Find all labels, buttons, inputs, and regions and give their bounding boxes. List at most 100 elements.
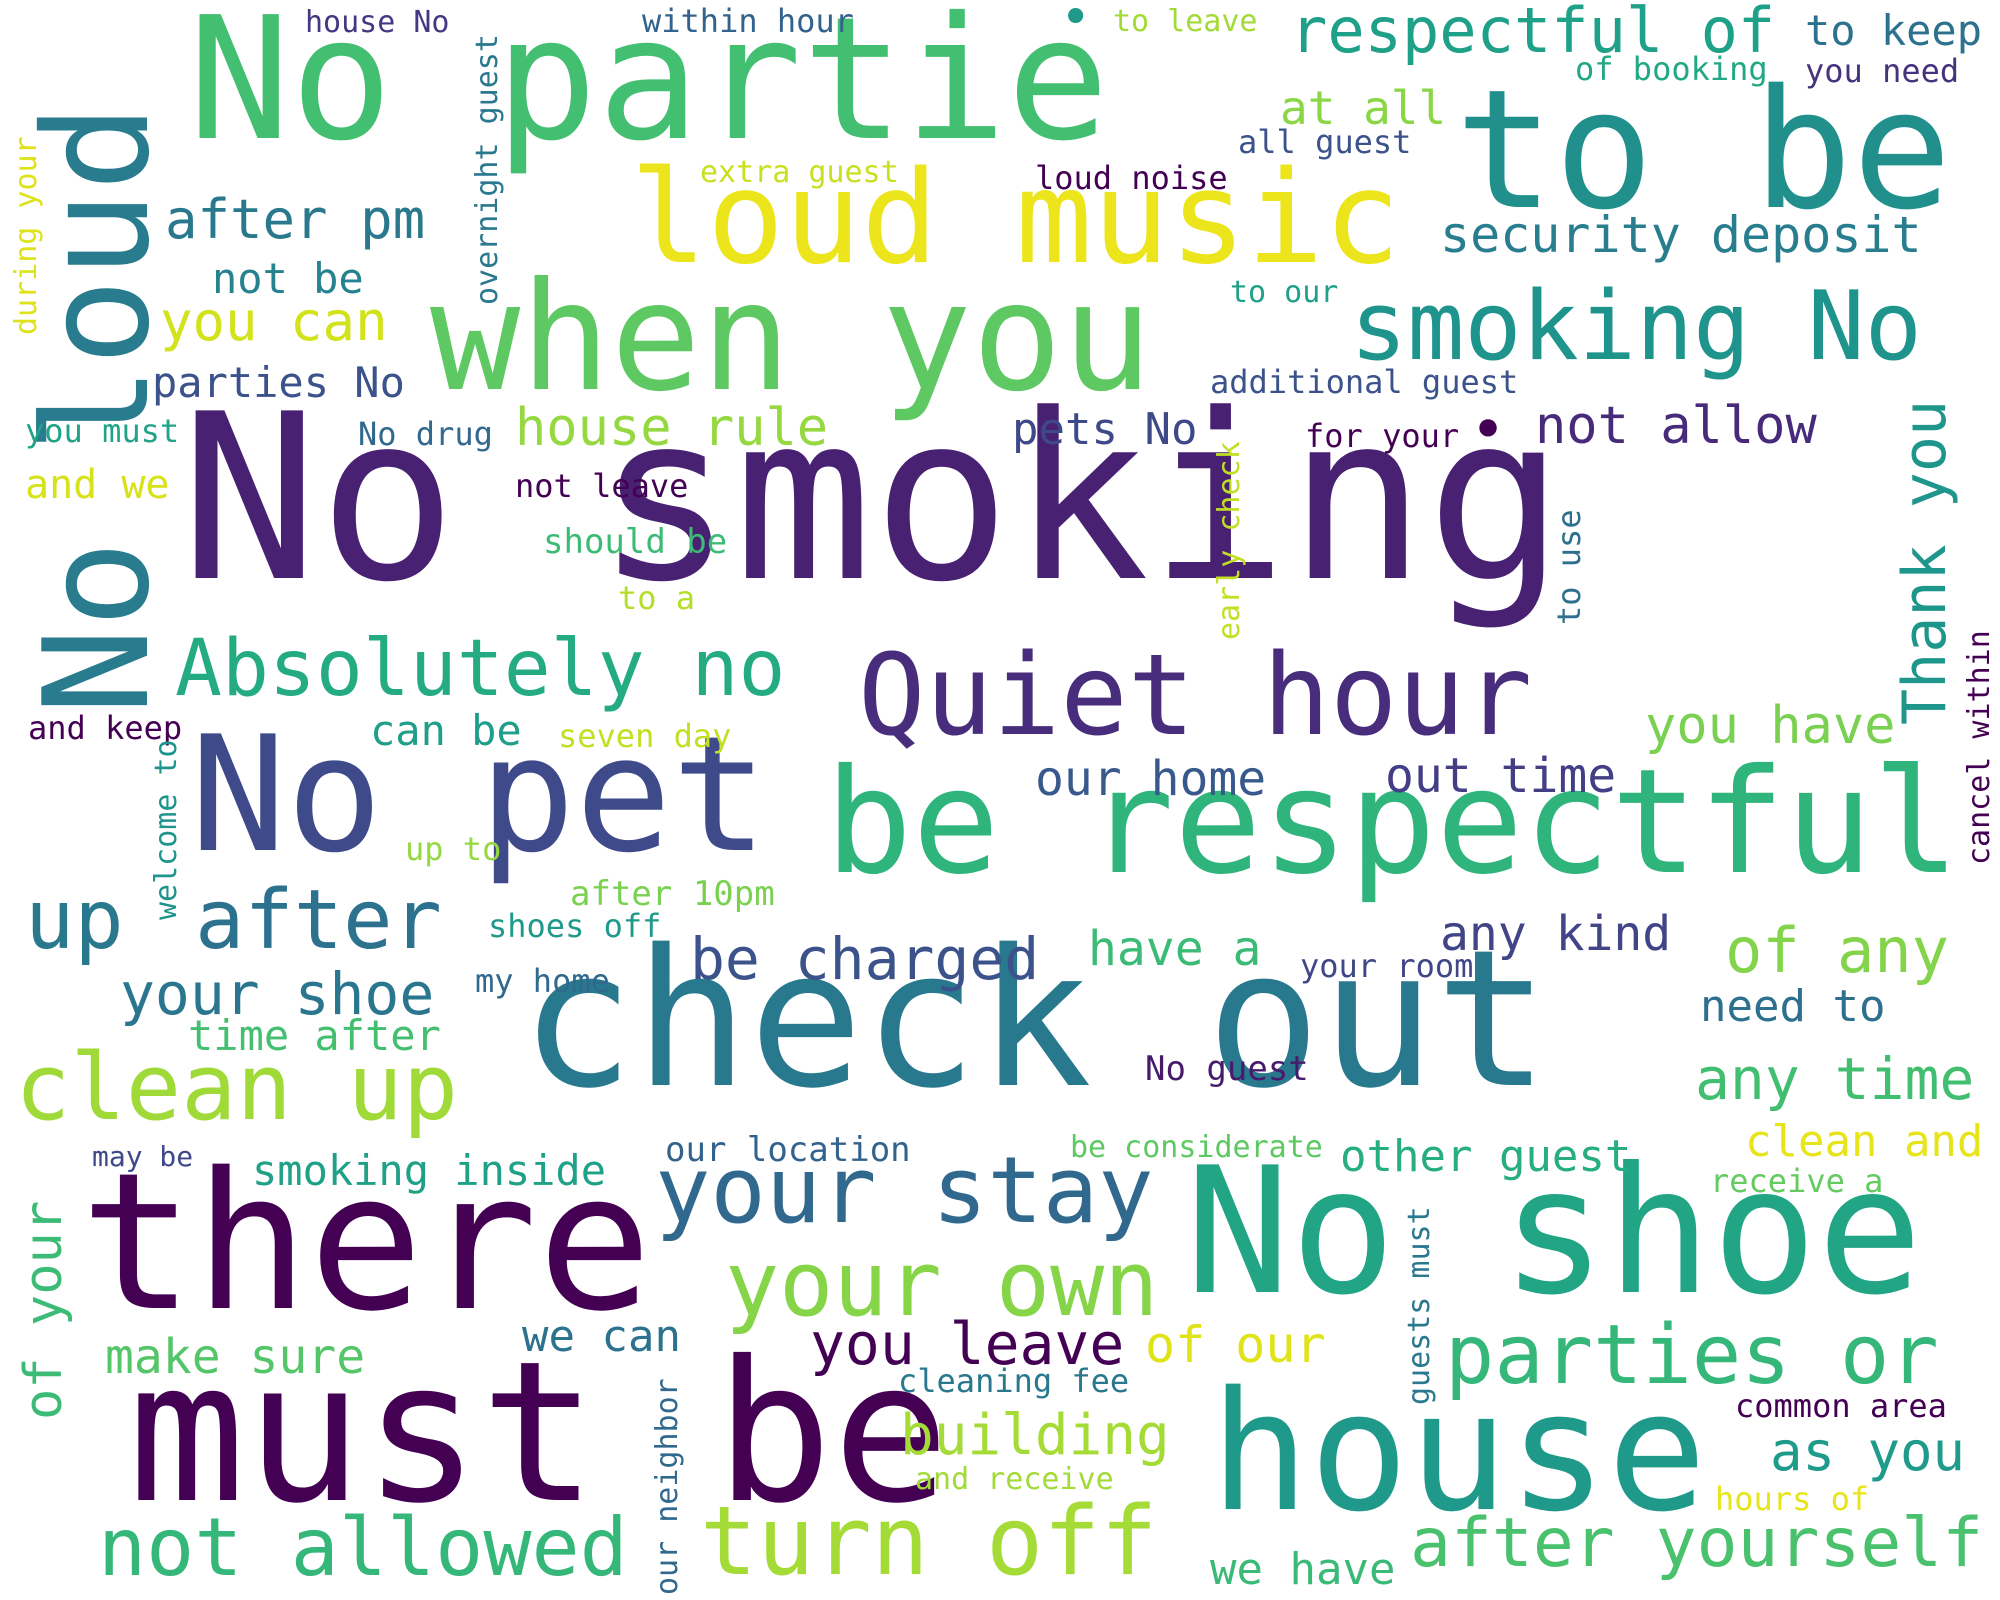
word-within-hour: within hour xyxy=(642,2,854,40)
word-after-yourself: after yourself xyxy=(1410,1504,1984,1583)
word-to-our: to our xyxy=(1230,275,1339,310)
word-dot-2: • xyxy=(1470,395,1507,465)
word-overnight-guest: overnight guest xyxy=(470,34,505,305)
word-no-shoe: No shoe xyxy=(1185,1131,1923,1334)
word-no-drug: No drug xyxy=(358,415,493,453)
word-of-booking: of booking xyxy=(1575,50,1768,88)
word-there: there xyxy=(80,1132,652,1353)
word-cancel-within: cancel within xyxy=(1962,630,1997,865)
word-when-you: when you xyxy=(430,251,1153,425)
word-other-guest: other guest xyxy=(1340,1131,1632,1182)
word-should-be: should be xyxy=(543,522,728,562)
word-house: house xyxy=(1210,1356,1707,1548)
word-make-sure: make sure xyxy=(105,1329,366,1385)
word-at-all: at all xyxy=(1280,81,1447,135)
word-security-deposit: security deposit xyxy=(1440,206,1922,264)
word-after-pm: after pm xyxy=(165,188,426,251)
word-you-must: you must xyxy=(25,412,180,450)
word-smoking-inside: smoking inside xyxy=(252,1146,607,1195)
word-you-can: you can xyxy=(160,290,388,353)
word-house-rule: house rule xyxy=(515,398,829,458)
word-no-guest: No guest xyxy=(1145,1049,1309,1089)
word-of-our: of our xyxy=(1145,1316,1326,1374)
word-time-after: time after xyxy=(188,1011,441,1060)
word-quiet-hour: Quiet hour xyxy=(858,631,1533,761)
word-during-your: during your xyxy=(9,136,44,335)
word-and-receive: and receive xyxy=(915,1462,1114,1497)
word-no-loud: No loud xyxy=(13,103,182,715)
word-have-a: have a xyxy=(1088,921,1262,977)
word-no-smoking: No smoking xyxy=(180,366,1565,633)
word-shoes-off: shoes off xyxy=(488,907,662,945)
word-up: up xyxy=(25,873,124,968)
word-of-any: of any xyxy=(1725,914,1949,987)
word-parties-or: parties or xyxy=(1445,1308,1939,1403)
word-seven-day: seven day xyxy=(558,717,732,755)
word-of-your: of your xyxy=(14,1200,74,1420)
word-you-need: you need xyxy=(1805,52,1960,90)
word-be-respectful: be respectful xyxy=(825,738,1960,907)
word-our-location: our location xyxy=(665,1130,911,1170)
word-not-be: not be xyxy=(212,254,364,303)
word-cleaning-fee: cleaning fee xyxy=(898,1362,1130,1400)
word-not-leave: not leave xyxy=(515,467,689,505)
word-my-home: my home xyxy=(475,962,610,1000)
word-up-to: up to xyxy=(405,830,502,868)
word-pets-no: pets No xyxy=(1012,404,1198,455)
word-and-keep: and keep xyxy=(28,709,183,747)
word-check-out: check out xyxy=(520,909,1550,1130)
word-turn-off: turn off xyxy=(700,1487,1158,1597)
word-thank-you: Thank you xyxy=(1890,399,1960,725)
word-need-to: need to xyxy=(1700,981,1886,1032)
word-hours-of: hours of xyxy=(1715,1480,1870,1518)
word-our-home: our home xyxy=(1035,751,1267,807)
word-to-be: to be xyxy=(1455,54,1952,246)
word-common-area: common area xyxy=(1735,1387,1947,1425)
word-receive-a: receive a xyxy=(1710,1162,1884,1200)
word-absolutely-no: Absolutely no xyxy=(175,624,786,714)
word-after: after xyxy=(195,873,442,968)
word-out-time: out time xyxy=(1385,748,1617,804)
word-welcome-to: welcome to xyxy=(149,739,184,920)
word-you-have: you have xyxy=(1645,696,1896,756)
word-can-be: can be xyxy=(370,706,522,755)
word-your-own: your own xyxy=(725,1232,1159,1337)
word-to-use: to use xyxy=(1550,509,1588,625)
word-all-guest: all guest xyxy=(1238,123,1412,161)
word-be-considerate: be considerate xyxy=(1070,1130,1323,1165)
word-as-you: as you xyxy=(1770,1420,1966,1483)
word-guests-must: guests must xyxy=(1402,1206,1437,1405)
word-parties-no: parties No xyxy=(152,358,405,407)
word-you-leave: you leave xyxy=(810,1310,1125,1378)
word-loud-music: loud music xyxy=(630,144,1401,293)
word-after-10pm: after 10pm xyxy=(570,874,775,914)
word-your-shoe: your shoe xyxy=(120,960,435,1028)
word-early-check: early check xyxy=(1212,441,1247,640)
word-no-pet: No pet xyxy=(190,701,768,888)
word-dot-1: • xyxy=(1060,0,1092,48)
word-for-your: for your xyxy=(1305,417,1460,455)
word-extra-guest: extra guest xyxy=(700,155,899,190)
word-loud-noise: loud noise xyxy=(1035,159,1228,197)
word-and-we: and we xyxy=(25,462,170,508)
word-to-leave: to leave xyxy=(1113,4,1258,39)
word-any-time: any time xyxy=(1695,1045,1975,1113)
word-clean-up: clean up xyxy=(15,1034,459,1141)
word-not-allow: not allow xyxy=(1535,396,1817,456)
word-may-be: may be xyxy=(92,1140,194,1173)
word-we-can: we can xyxy=(522,1311,681,1362)
word-smoking-no: smoking No xyxy=(1350,272,1922,382)
word-respectful-of: respectful of xyxy=(1290,0,1776,67)
word-additional-guest: additional guest xyxy=(1210,363,1519,401)
word-must-be: must be xyxy=(128,1319,950,1546)
word-no-partie: No partie xyxy=(188,0,1110,179)
word-our-neighbor: our neighbor xyxy=(650,1378,685,1595)
word-any-kind: any kind xyxy=(1440,906,1672,962)
word-to-keep: to keep xyxy=(1805,6,1983,55)
word-be-charged: be charged xyxy=(690,925,1040,993)
word-your-room: your room xyxy=(1300,947,1474,985)
word-house-no: house No xyxy=(305,5,450,40)
word-building: building xyxy=(900,1403,1170,1468)
word-clean-and: clean and xyxy=(1745,1116,1984,1167)
